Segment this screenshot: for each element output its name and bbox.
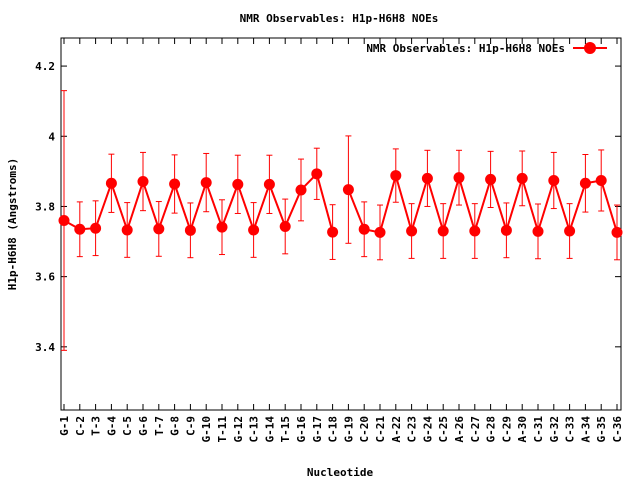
x-tick-label: A-22 bbox=[390, 416, 403, 443]
data-point bbox=[579, 177, 591, 189]
x-tick-label: C-31 bbox=[532, 416, 545, 443]
x-tick-label: C-27 bbox=[469, 416, 482, 443]
data-point bbox=[453, 172, 465, 184]
x-tick-label: G-8 bbox=[169, 416, 182, 436]
series-segment bbox=[63, 171, 334, 234]
data-point bbox=[232, 178, 244, 190]
data-point bbox=[374, 226, 386, 238]
legend-label: NMR Observables: H1p-H6H8 NOEs bbox=[366, 42, 565, 55]
data-point bbox=[358, 223, 370, 235]
x-tick-label: C-25 bbox=[437, 416, 450, 443]
data-point bbox=[295, 184, 307, 196]
data-point bbox=[564, 225, 576, 237]
x-tick-label: G-12 bbox=[232, 416, 245, 443]
x-axis: G-1 C-2 T-3 G-4 C-5 G-6 T-7 G-8 C-9 G-10 T-11 G-12 C… bbox=[58, 38, 624, 443]
data-point bbox=[611, 226, 623, 238]
x-tick-label: G-4 bbox=[105, 416, 118, 436]
x-axis-label: Nucleotide bbox=[307, 466, 374, 479]
x-tick-label: G-14 bbox=[263, 416, 276, 443]
chart-title: NMR Observables: H1p-H6H8 NOEs bbox=[240, 12, 439, 25]
x-tick-label: C-13 bbox=[248, 416, 261, 443]
data-point bbox=[263, 178, 275, 190]
x-tick-label: C-23 bbox=[406, 416, 419, 443]
data-point bbox=[74, 223, 86, 235]
x-tick-label: C-18 bbox=[327, 416, 340, 443]
x-tick-label: C-29 bbox=[500, 416, 513, 443]
x-tick-label: T-11 bbox=[216, 416, 229, 443]
data-point bbox=[248, 224, 260, 236]
y-tick-label: 3.8 bbox=[35, 200, 55, 213]
data-point bbox=[184, 224, 196, 236]
data-point bbox=[216, 221, 228, 233]
data-point bbox=[58, 214, 70, 226]
x-tick-label: G-32 bbox=[548, 416, 561, 443]
x-tick-label: C-2 bbox=[74, 416, 87, 436]
x-tick-label: C-33 bbox=[564, 416, 577, 443]
x-tick-label: C-9 bbox=[184, 416, 197, 436]
data-point bbox=[105, 177, 117, 189]
data-point bbox=[516, 172, 528, 184]
legend: NMR Observables: H1p-H6H8 NOEs bbox=[366, 42, 607, 55]
data-point bbox=[469, 225, 481, 237]
x-tick-label: C-21 bbox=[374, 416, 387, 443]
data-point bbox=[421, 172, 433, 184]
data-point bbox=[327, 226, 339, 238]
x-tick-label: A-34 bbox=[579, 416, 592, 443]
data-point bbox=[342, 184, 354, 196]
y-tick-label: 3.6 bbox=[35, 271, 55, 284]
data-point bbox=[90, 222, 102, 234]
x-tick-label: G-35 bbox=[595, 416, 608, 443]
data-point bbox=[390, 170, 402, 182]
x-tick-label: T-3 bbox=[90, 416, 103, 436]
x-tick-label: G-19 bbox=[342, 416, 355, 443]
data-point bbox=[153, 223, 165, 235]
x-tick-label: C-36 bbox=[611, 416, 624, 443]
x-tick-label: G-10 bbox=[200, 416, 213, 443]
x-tick-label: G-17 bbox=[311, 416, 324, 443]
data-point bbox=[279, 220, 291, 232]
data-point bbox=[548, 174, 560, 186]
data-point bbox=[121, 224, 133, 236]
x-tick-label: G-6 bbox=[137, 416, 150, 436]
data-markers bbox=[58, 168, 623, 238]
x-tick-label: A-30 bbox=[516, 416, 529, 443]
data-point bbox=[595, 174, 607, 186]
data-point bbox=[532, 225, 544, 237]
x-tick-label: G-1 bbox=[58, 416, 71, 436]
data-point bbox=[500, 224, 512, 236]
y-tick-label: 4 bbox=[48, 130, 55, 143]
y-tick-label: 3.4 bbox=[35, 341, 55, 354]
x-tick-label: G-16 bbox=[295, 416, 308, 443]
x-tick-label: G-28 bbox=[485, 416, 498, 443]
x-tick-label: C-20 bbox=[358, 416, 371, 443]
series-line bbox=[63, 171, 618, 235]
data-point bbox=[169, 178, 181, 190]
x-tick-label: A-26 bbox=[453, 416, 466, 443]
data-point bbox=[311, 168, 323, 180]
data-point bbox=[406, 225, 418, 237]
x-tick-label: C-5 bbox=[121, 416, 134, 436]
x-tick-label: T-7 bbox=[153, 416, 166, 436]
legend-marker-sample bbox=[584, 42, 596, 54]
data-point bbox=[485, 173, 497, 185]
y-axis-label: H1p-H6H8 (Angstroms) bbox=[6, 158, 19, 290]
x-tick-label: T-15 bbox=[279, 416, 292, 443]
data-point bbox=[137, 176, 149, 188]
x-tick-label: G-24 bbox=[421, 416, 434, 443]
series-segment bbox=[347, 171, 618, 235]
data-point bbox=[437, 225, 449, 237]
y-axis: 3.4 3.6 3.8 4 4.2 bbox=[35, 60, 621, 354]
data-point bbox=[200, 177, 212, 189]
y-tick-label: 4.2 bbox=[35, 60, 55, 73]
